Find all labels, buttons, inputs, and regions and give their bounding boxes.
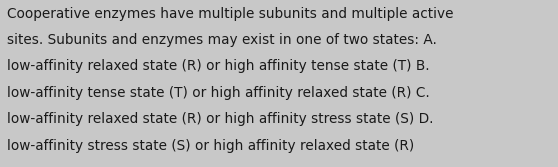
Text: low-affinity tense state (T) or high affinity relaxed state (R) C.: low-affinity tense state (T) or high aff… [7, 86, 430, 100]
Text: low-affinity relaxed state (R) or high affinity stress state (S) D.: low-affinity relaxed state (R) or high a… [7, 112, 434, 126]
Text: Cooperative enzymes have multiple subunits and multiple active: Cooperative enzymes have multiple subuni… [7, 7, 454, 21]
Text: low-affinity stress state (S) or high affinity relaxed state (R): low-affinity stress state (S) or high af… [7, 139, 415, 153]
Text: sites. Subunits and enzymes may exist in one of two states: A.: sites. Subunits and enzymes may exist in… [7, 33, 437, 47]
Text: low-affinity relaxed state (R) or high affinity tense state (T) B.: low-affinity relaxed state (R) or high a… [7, 59, 430, 73]
